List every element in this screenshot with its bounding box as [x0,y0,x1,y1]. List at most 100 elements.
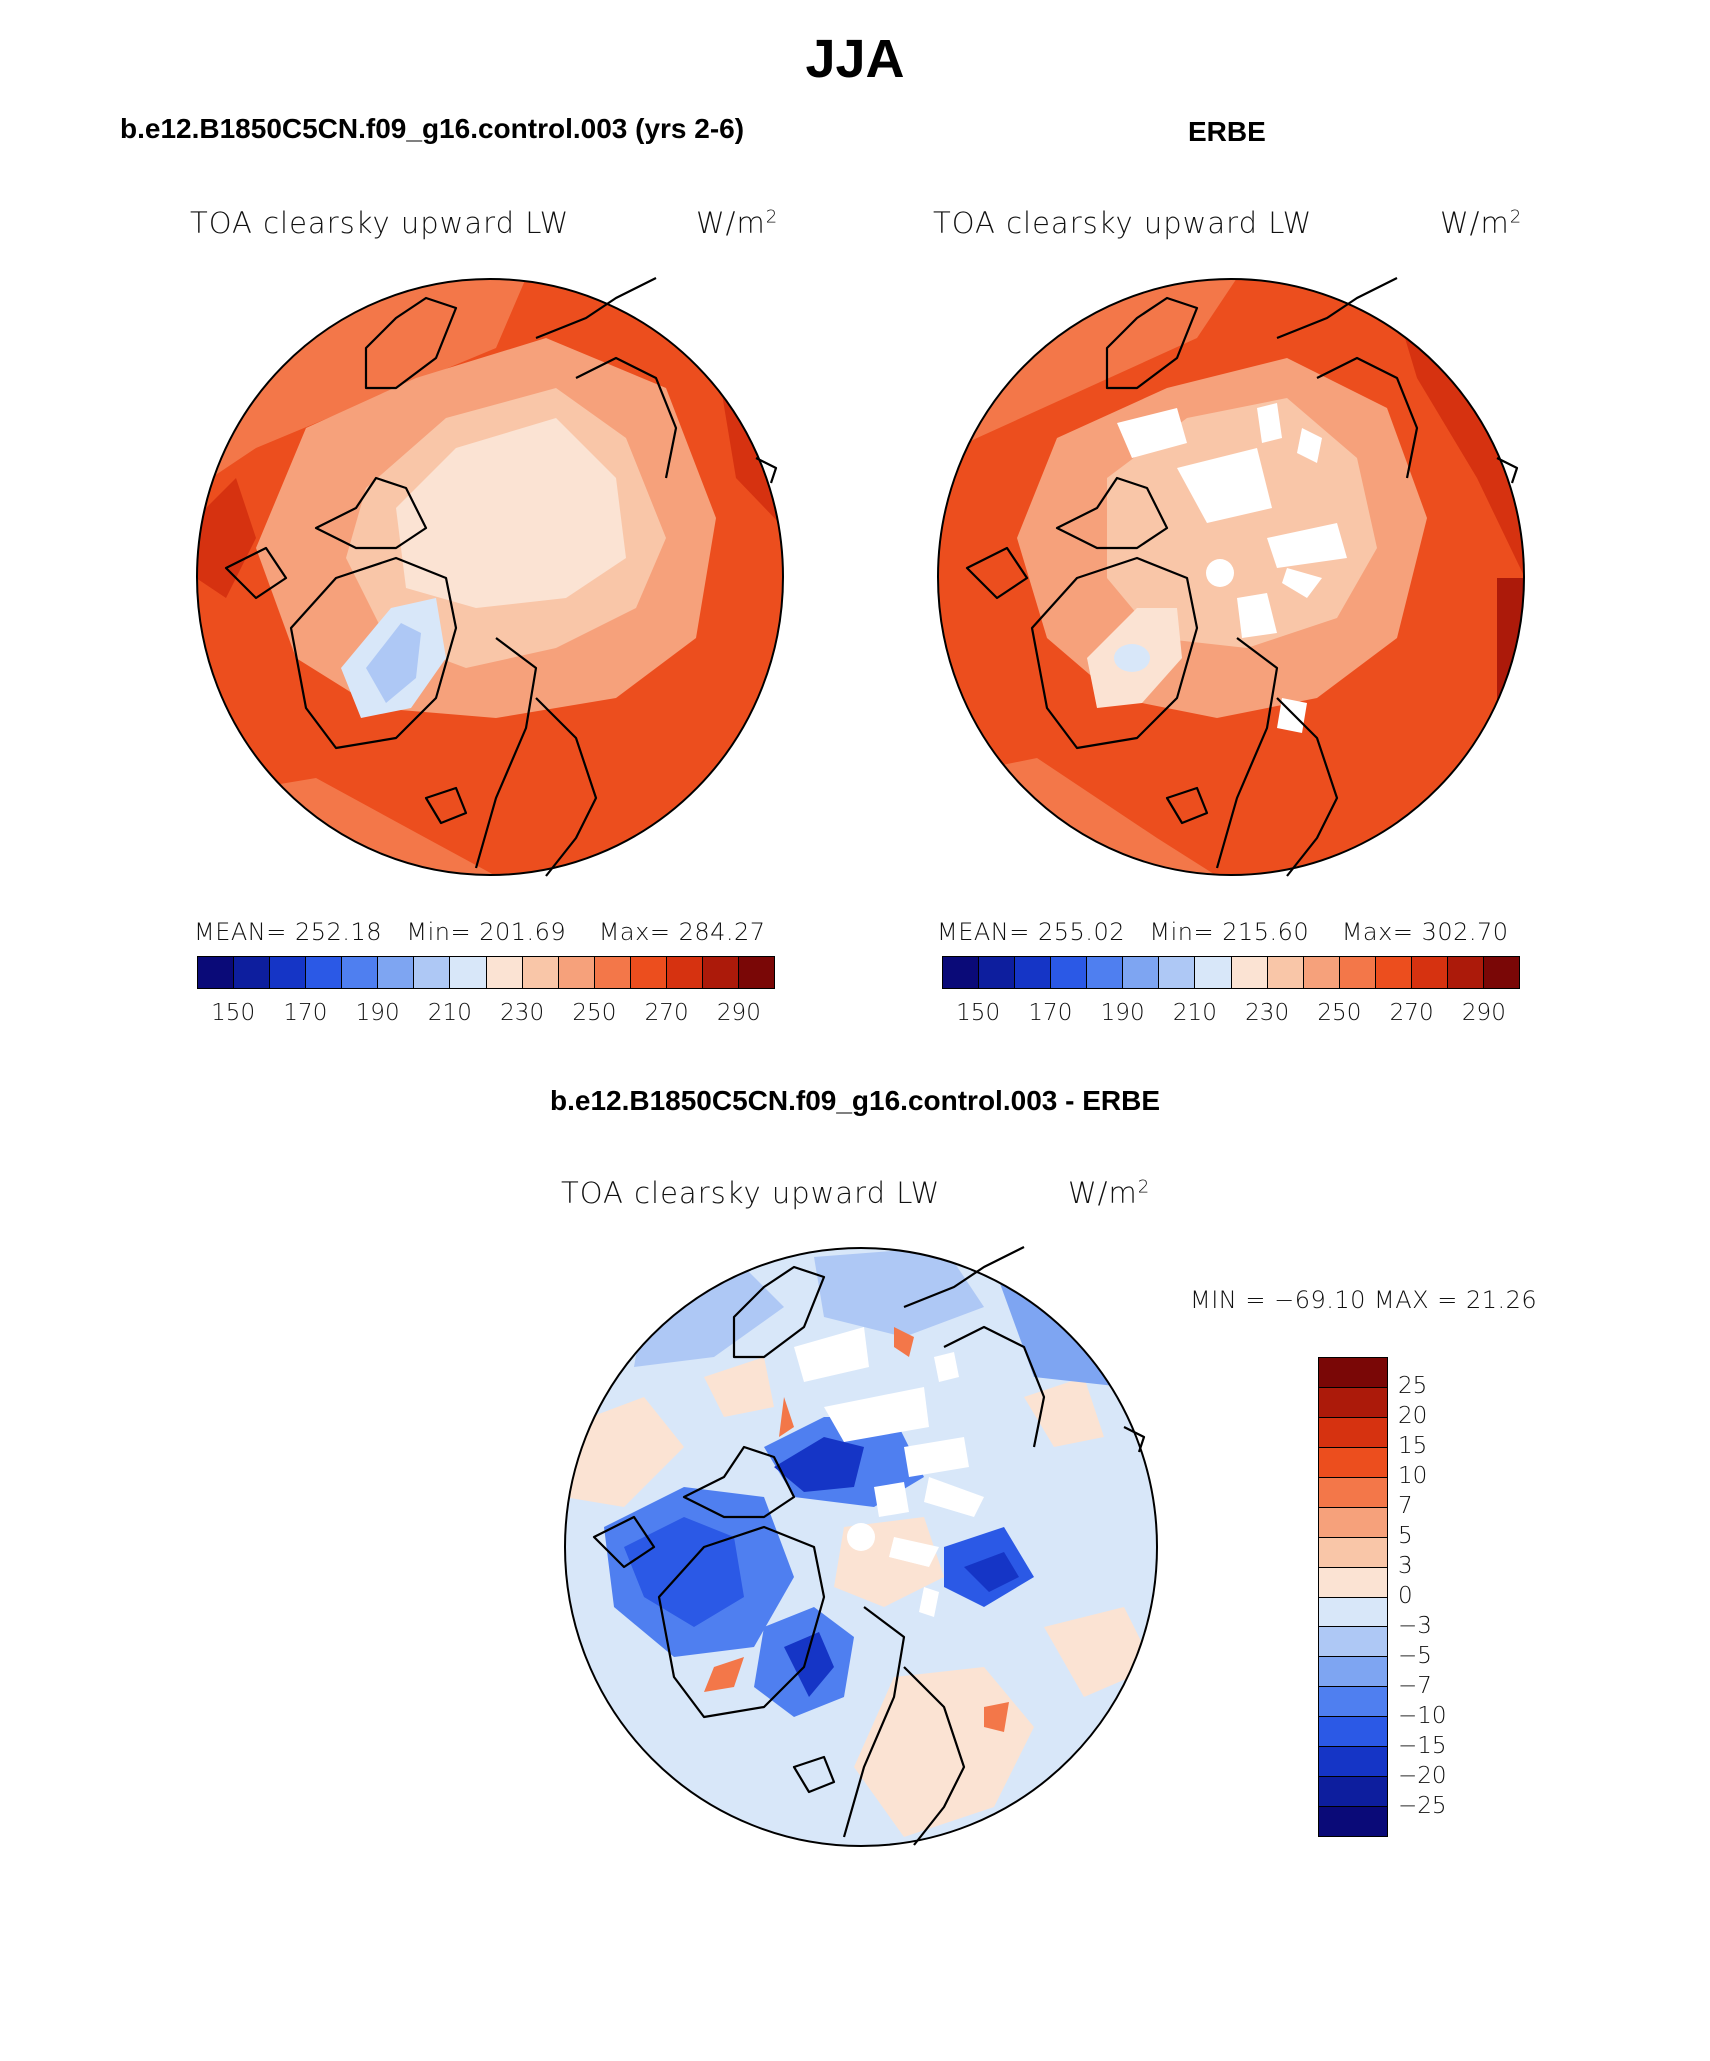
diff-colorbar-box [1319,1417,1387,1448]
diff-colorbar-ticks: 25 20 15 10 7 5 3 0 −3 −5 −7 −10 −15 −20 −25 [1398,1357,1478,1837]
diff-colorbar-tick-label: 15 [1398,1433,1428,1459]
model-variable-label: TOA clearsky upward LW [190,206,570,240]
diff-colorbar [1318,1357,1388,1837]
model-stats: MEAN= 252.18 Min= 201.69 Max= 284.27 [194,918,766,946]
model-colorbar-box [234,957,271,988]
obs-colorbar-box [1159,957,1196,988]
diff-colorbar-box [1319,1807,1387,1836]
obs-colorbar-box [1195,957,1232,988]
model-colorbar-tick-label: 270 [644,1000,689,1026]
model-colorbar-tick-label: 190 [355,1000,400,1026]
diff-minmax-text: MIN = −69.10 MAX = 21.26 [1190,1286,1538,1314]
diff-colorbar-tick-label: 7 [1398,1493,1413,1519]
model-colorbar-box [198,957,235,988]
model-colorbar-box [486,957,523,988]
obs-colorbar-box [1015,957,1052,988]
diff-colorbar-tick-label: 3 [1398,1553,1413,1579]
diff-polar-map [564,1246,1158,1847]
obs-colorbar-box [1483,957,1519,988]
obs-max-value: 302.70 [1421,918,1509,946]
diff-colorbar-box [1319,1627,1387,1658]
obs-colorbar-box [979,957,1016,988]
diff-colorbar-tick-label: −5 [1398,1643,1432,1669]
model-colorbar [197,956,775,989]
model-colorbar-box [522,957,559,988]
obs-colorbar-box [1375,957,1412,988]
obs-units-label: W/m2 [1440,206,1523,240]
model-colorbar-tick-label: 250 [572,1000,617,1026]
diff-colorbar-box [1319,1687,1387,1718]
obs-colorbar-tick-label: 230 [1245,1000,1290,1026]
model-colorbar-box [594,957,631,988]
model-colorbar-box [378,957,415,988]
diff-colorbar-box [1319,1358,1387,1388]
diff-colorbar-box [1319,1777,1387,1808]
obs-variable-label: TOA clearsky upward LW [933,206,1313,240]
obs-polar-map [937,277,1525,877]
diff-colorbar-tick-label: 20 [1398,1403,1428,1429]
model-colorbar-box [270,957,307,988]
obs-stats: MEAN= 255.02 Min= 215.60 Max= 302.70 [937,918,1509,946]
diff-colorbar-tick-label: 5 [1398,1523,1413,1549]
obs-colorbar-tick-label: 290 [1461,1000,1506,1026]
model-max-value: 284.27 [678,918,766,946]
model-colorbar-box [702,957,739,988]
diff-units-label: W/m2 [1068,1176,1151,1210]
diff-colorbar-box [1319,1747,1387,1778]
obs-panel-title: ERBE [1188,116,1266,147]
model-colorbar-ticks: 150 170 190 210 230 250 270 290 [197,1000,775,1030]
obs-colorbar-box [943,957,980,988]
model-units-label: W/m2 [696,206,779,240]
diff-variable-label: TOA clearsky upward LW [561,1176,941,1210]
obs-colorbar-tick-label: 270 [1389,1000,1434,1026]
obs-colorbar-box [1051,957,1088,988]
model-panel-title: b.e12.B1850C5CN.f09_g16.control.003 (yrs… [120,113,745,144]
obs-colorbar-box [1231,957,1268,988]
obs-mean-value: 255.02 [1038,918,1125,946]
model-colorbar-box [558,957,595,988]
model-colorbar-box [630,957,667,988]
diff-colorbar-box [1319,1717,1387,1748]
obs-colorbar-box [1339,957,1376,988]
diff-colorbar-box [1319,1387,1387,1418]
model-colorbar-box [306,957,343,988]
diff-colorbar-box [1319,1657,1387,1688]
diff-colorbar-box [1319,1597,1387,1628]
obs-colorbar-box [1087,957,1124,988]
model-polar-map [196,277,784,877]
model-colorbar-box [738,957,774,988]
obs-colorbar-box [1267,957,1304,988]
obs-colorbar-tick-label: 190 [1100,1000,1145,1026]
model-colorbar-tick-label: 230 [500,1000,545,1026]
obs-colorbar-tick-label: 210 [1172,1000,1217,1026]
diff-colorbar-tick-label: 0 [1398,1583,1413,1609]
model-colorbar-tick-label: 150 [211,1000,256,1026]
obs-colorbar-ticks: 150 170 190 210 230 250 270 290 [942,1000,1520,1030]
obs-colorbar-box [1303,957,1340,988]
model-min-value: 201.69 [479,918,567,946]
diff-colorbar-box [1319,1567,1387,1598]
diff-colorbar-tick-label: −10 [1398,1703,1447,1729]
diff-colorbar-tick-label: −3 [1398,1613,1432,1639]
obs-colorbar-tick-label: 170 [1028,1000,1073,1026]
model-colorbar-box [666,957,703,988]
diff-colorbar-tick-label: −20 [1398,1763,1447,1789]
diff-colorbar-box [1319,1507,1387,1538]
model-mean-value: 252.18 [295,918,382,946]
diff-colorbar-tick-label: −15 [1398,1733,1447,1759]
obs-colorbar-tick-label: 250 [1317,1000,1362,1026]
model-colorbar-tick-label: 290 [716,1000,761,1026]
obs-colorbar-box [1123,957,1160,988]
diff-colorbar-tick-label: 25 [1398,1373,1428,1399]
diff-colorbar-tick-label: −7 [1398,1673,1432,1699]
obs-colorbar [942,956,1520,989]
diff-colorbar-box [1319,1537,1387,1568]
model-colorbar-box [414,957,451,988]
obs-min-value: 215.60 [1222,918,1310,946]
obs-colorbar-tick-label: 150 [956,1000,1001,1026]
model-colorbar-box [342,957,379,988]
diff-colorbar-tick-label: 10 [1398,1463,1428,1489]
diff-panel-title: b.e12.B1850C5CN.f09_g16.control.003 - ER… [549,1085,1161,1116]
diff-colorbar-box [1319,1447,1387,1478]
model-colorbar-tick-label: 210 [427,1000,472,1026]
